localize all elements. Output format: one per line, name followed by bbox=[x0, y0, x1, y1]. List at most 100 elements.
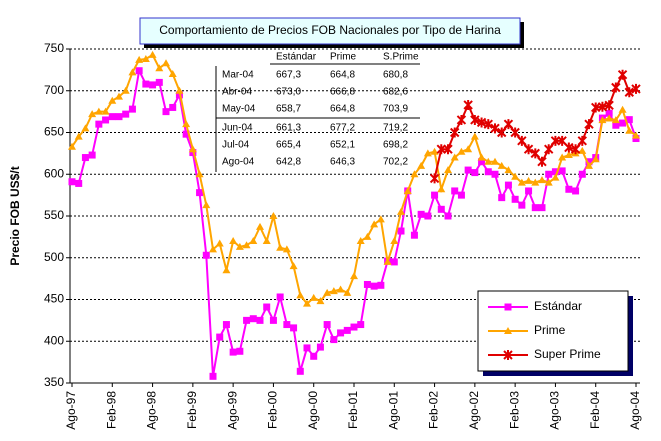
table-header: Prime bbox=[330, 52, 357, 63]
table-cell: Jul-04 bbox=[222, 140, 250, 151]
marker bbox=[504, 181, 512, 189]
marker bbox=[456, 114, 467, 125]
marker bbox=[249, 315, 257, 323]
table-cell: 719,2 bbox=[383, 123, 408, 134]
marker bbox=[625, 126, 634, 134]
marker bbox=[121, 86, 130, 94]
marker bbox=[611, 116, 620, 124]
marker bbox=[417, 161, 426, 169]
marker bbox=[263, 303, 271, 311]
marker bbox=[558, 153, 567, 161]
marker bbox=[451, 187, 459, 195]
marker bbox=[397, 227, 405, 235]
marker bbox=[390, 258, 398, 266]
marker bbox=[531, 178, 540, 186]
table-cell: 646,3 bbox=[330, 157, 355, 168]
marker bbox=[135, 55, 144, 63]
marker bbox=[619, 119, 627, 127]
marker bbox=[108, 113, 116, 121]
marker bbox=[175, 86, 184, 94]
marker bbox=[591, 155, 600, 163]
x-tick-label: Ago-99 bbox=[225, 391, 239, 430]
marker bbox=[236, 347, 244, 355]
table-cell: 673,0 bbox=[276, 87, 301, 98]
table-cell: 658,7 bbox=[276, 104, 301, 115]
marker bbox=[390, 237, 399, 245]
marker bbox=[463, 99, 473, 110]
marker bbox=[518, 201, 526, 209]
marker bbox=[471, 169, 479, 177]
y-tick-label: 400 bbox=[44, 333, 64, 347]
marker bbox=[269, 316, 277, 324]
marker bbox=[215, 239, 224, 247]
marker bbox=[122, 110, 130, 118]
marker bbox=[597, 101, 608, 112]
marker bbox=[478, 158, 486, 166]
marker bbox=[162, 108, 170, 116]
marker bbox=[617, 69, 628, 80]
y-tick-label: 600 bbox=[44, 166, 64, 180]
marker bbox=[88, 110, 97, 118]
marker bbox=[115, 92, 123, 100]
marker bbox=[376, 215, 385, 223]
marker bbox=[538, 176, 546, 184]
marker bbox=[162, 59, 170, 67]
table-cell: 703,9 bbox=[383, 104, 408, 115]
marker bbox=[303, 344, 311, 352]
marker bbox=[431, 191, 439, 199]
legend-label: Prime bbox=[534, 323, 566, 337]
table-cell: 661,3 bbox=[276, 123, 301, 134]
marker bbox=[476, 117, 487, 128]
marker bbox=[457, 147, 466, 155]
marker bbox=[316, 297, 325, 305]
marker bbox=[330, 336, 338, 344]
x-tick-label: Feb-02 bbox=[427, 391, 441, 429]
marker bbox=[229, 237, 238, 245]
marker bbox=[182, 130, 190, 138]
marker bbox=[276, 293, 284, 301]
table-cell: Ago-04 bbox=[222, 157, 255, 168]
marker bbox=[108, 96, 117, 104]
marker bbox=[209, 372, 217, 380]
marker bbox=[329, 287, 338, 295]
marker bbox=[517, 135, 527, 146]
table-cell: 682,6 bbox=[383, 87, 408, 98]
table-cell: 666,8 bbox=[330, 87, 355, 98]
marker bbox=[625, 116, 633, 124]
legend-label: Estándar bbox=[534, 299, 582, 313]
marker bbox=[283, 321, 291, 329]
y-axis-label: Precio FOB US$/t bbox=[8, 166, 22, 265]
marker bbox=[450, 153, 459, 161]
table-cell: 665,4 bbox=[276, 140, 301, 151]
table-cell: 664,8 bbox=[330, 70, 355, 81]
x-tick-label: Feb-00 bbox=[266, 391, 280, 429]
marker bbox=[585, 158, 593, 166]
table-cell: 664,8 bbox=[330, 104, 355, 115]
marker bbox=[249, 237, 258, 245]
table-cell: 667,3 bbox=[276, 70, 301, 81]
x-tick-label: Ago-97 bbox=[64, 391, 78, 430]
marker bbox=[363, 232, 372, 240]
marker bbox=[377, 281, 385, 289]
marker bbox=[570, 144, 581, 155]
marker bbox=[605, 109, 613, 117]
marker bbox=[430, 147, 439, 155]
marker bbox=[457, 191, 465, 199]
marker bbox=[483, 119, 493, 130]
marker bbox=[195, 170, 204, 178]
marker bbox=[410, 170, 419, 178]
marker bbox=[148, 50, 157, 58]
marker bbox=[101, 107, 110, 115]
marker bbox=[523, 144, 534, 155]
marker bbox=[577, 135, 587, 146]
marker bbox=[282, 245, 291, 253]
marker bbox=[135, 67, 143, 75]
marker bbox=[128, 68, 137, 76]
marker bbox=[235, 242, 244, 250]
table-cell: 680,8 bbox=[383, 70, 408, 81]
marker bbox=[168, 70, 177, 78]
marker bbox=[290, 324, 298, 332]
x-tick-label: Ago-01 bbox=[386, 391, 400, 430]
